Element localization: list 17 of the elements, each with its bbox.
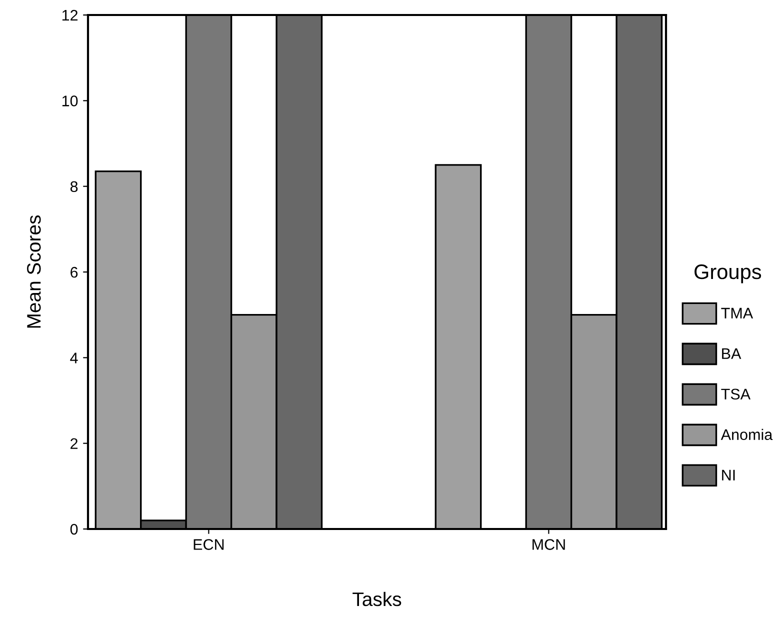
y-tick-label: 0 [70,524,78,535]
x-tick-label: ECN [194,539,224,550]
legend-label: NI [722,470,735,480]
legend-label: BA [722,348,742,359]
legend-label: Anomia [720,428,773,440]
x-axis-title: Tasks [352,592,402,606]
y-tick-label: 8 [70,181,78,192]
y-tick-label: 2 [70,438,78,449]
y-tick-label: 6 [70,266,78,278]
legend-label: TMA [721,308,754,318]
y-tick-label: 4 [70,352,78,364]
x-tick-label: MCN [532,539,565,550]
y-axis-title: Mean Scores [27,215,41,328]
legend-label: TSA [721,388,751,400]
legend-title: Groups [694,264,762,284]
y-tick-label: 10 [62,96,78,106]
y-tick-label: 12 [62,10,78,21]
